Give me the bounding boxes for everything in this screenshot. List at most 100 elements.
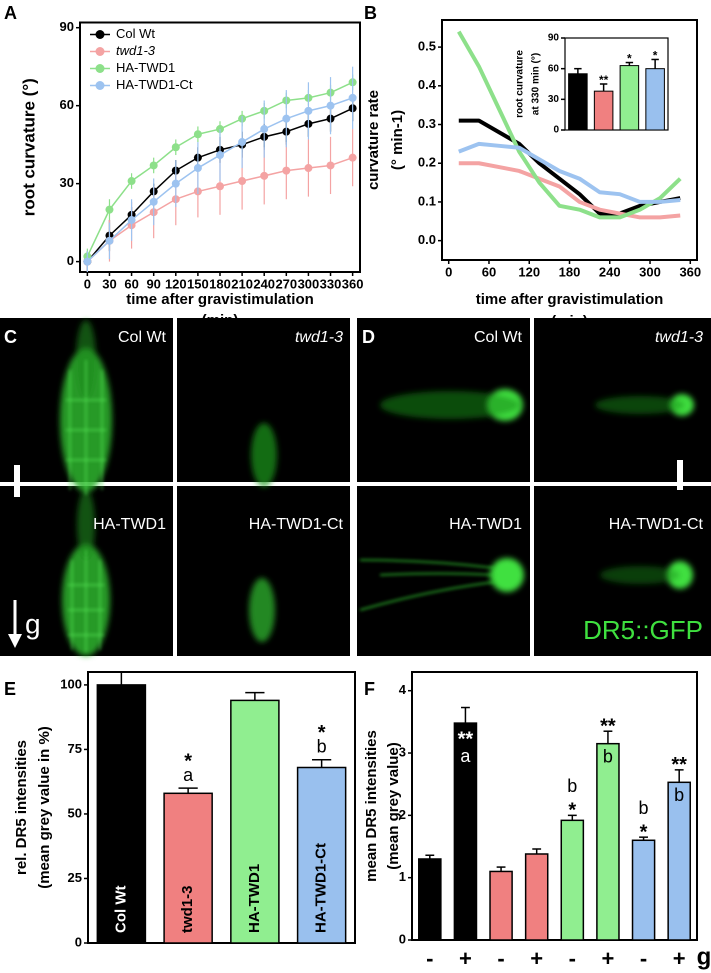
y-tick-label: 30 [60,175,74,190]
data-point [348,153,357,162]
scale-bar [677,460,683,490]
y-tick-label: 75 [68,741,82,756]
y-axis-label: root curvature [515,50,526,118]
x-axis-label: time after gravistimulation [476,291,664,308]
y-axis-label: (mean grey value in %) [36,726,53,889]
gravity-label: g [25,608,41,639]
data-point [282,166,291,175]
y-tick-label: 0 [75,934,82,949]
x-tick-label: 0 [445,264,452,279]
x-tick-label: 90 [146,276,160,291]
data-point [149,197,158,206]
data-point [348,93,357,102]
y-axis-label: at 330 min (°) [531,53,542,115]
data-point [238,177,247,186]
category-label: twd1-3 [179,885,196,933]
y-tick-label: 90 [548,33,560,44]
legend-marker [95,81,105,90]
annotation: * [318,722,326,744]
genotype-label: HA-TWD1-Ct [249,516,344,533]
legend-marker [95,64,105,73]
annotation: * [568,800,576,822]
y-tick-label: 50 [68,805,82,820]
y-tick-label: 0.2 [418,155,436,170]
data-point [304,164,313,173]
x-tick-label: 120 [165,276,187,291]
annotation: b [567,776,577,796]
y-tick-label: 0 [553,125,559,136]
y-axis-label: mean DR5 intensities [363,730,380,882]
data-point [260,171,269,180]
x-tick-label: 300 [298,276,320,291]
annotation: * [184,750,192,772]
category-label: HA-TWD1-Ct [313,843,330,933]
x-tick-label: 330 [320,276,342,291]
panel-letter: E [4,679,16,699]
x-tick-label: + [530,946,543,971]
y-axis-label: root curvature (°) [19,78,38,216]
annotation: b [639,798,649,818]
data-point [83,257,92,266]
gravity-arrowhead [8,634,22,648]
bar [667,781,691,941]
bar [596,742,620,941]
annotation: ** [599,73,609,87]
x-tick-label: 240 [599,264,621,279]
bar [489,870,513,941]
y-tick-label: 2 [399,807,406,822]
x-tick-label: + [459,946,472,971]
data-point [282,114,291,123]
plot-frame [411,671,698,941]
y-tick-label: 0 [67,253,74,268]
series-line [458,141,681,204]
legend-marker [95,47,105,56]
cell-outlines [66,360,106,652]
bar [619,65,640,131]
y-tick-label: 60 [60,97,74,112]
x-tick-label: 270 [275,276,297,291]
y-tick-label: 3 [399,744,406,759]
data-point [171,179,180,188]
gravity-label: g [697,943,711,970]
genotype-label: twd1-3 [295,329,343,346]
series-line [458,161,681,220]
bar [568,73,588,131]
x-tick-label: + [673,946,686,971]
bar [163,792,213,944]
panel-letter: C [4,327,17,347]
data-point [326,161,335,170]
annotation: a [183,765,194,785]
x-tick-label: 120 [518,264,540,279]
y-tick-label: 0 [399,931,406,946]
x-axis-label: (min) [202,312,239,329]
legend-label: HA-TWD1 [116,60,175,75]
data-point [127,177,136,186]
bar [631,839,656,941]
data-point [127,216,136,225]
vascular-strands [359,559,496,611]
plot-frame [564,37,669,131]
x-tick-label: 180 [209,276,231,291]
genotype-label: Col Wt [474,329,523,346]
x-tick-label: 360 [679,264,701,279]
legend-marker [95,30,105,39]
data-point [105,205,114,214]
x-tick-label: - [640,946,647,971]
bar [593,90,614,131]
x-tick-label: 0 [84,276,91,291]
bar [524,853,549,941]
y-tick-label: 25 [68,870,82,885]
bar [418,858,442,941]
scale-bar [14,465,20,497]
x-tick-label: - [569,946,576,971]
micrograph-panel-c: g C Col Wt twd1-3 HA-TWD1 HA-TWD1-Ct [0,318,350,656]
x-tick-label: 360 [342,276,364,291]
panel-letter: F [364,679,375,699]
plot-area [83,66,357,272]
data-point [304,106,313,115]
data-point [193,130,202,139]
y-axis-label: (mean grey value) [385,742,402,870]
x-axis-label: time after gravistimulation [126,291,314,308]
category-label: HA-TWD1 [246,864,263,933]
